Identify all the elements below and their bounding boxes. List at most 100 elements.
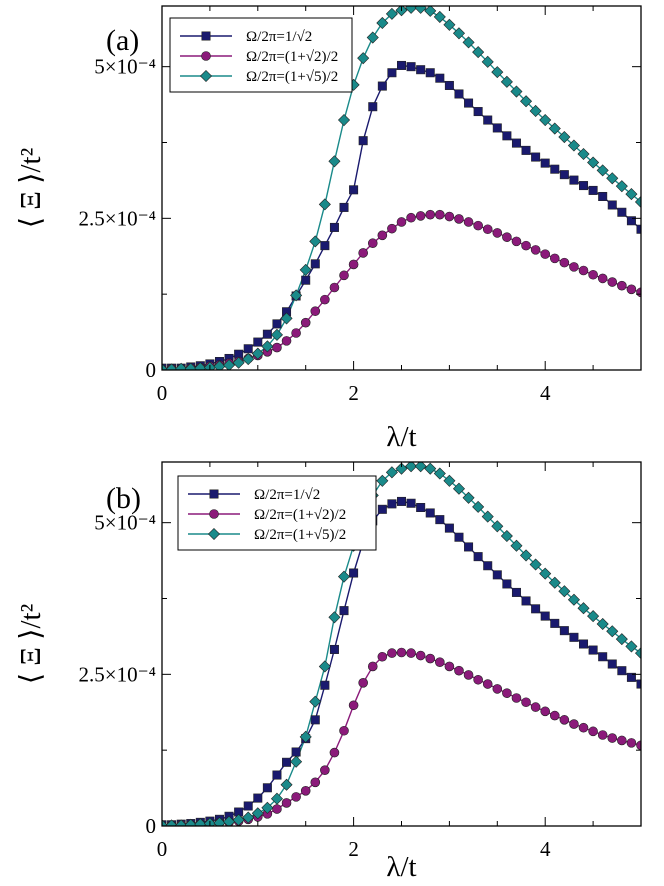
data-point: [162, 363, 169, 370]
data-point: [548, 576, 561, 589]
data-point: [531, 152, 541, 162]
data-point: [309, 235, 322, 248]
data-point: [473, 552, 483, 562]
data-point: [309, 695, 322, 708]
data-point: [184, 362, 197, 370]
legend-label: Ω/2π=(1+√5)/2: [254, 527, 346, 543]
data-point: [251, 807, 264, 820]
data-point: [481, 55, 494, 68]
data-point: [567, 593, 580, 606]
data-point: [472, 500, 485, 513]
legend-label: Ω/2π=(1+√2)/2: [254, 507, 346, 523]
data-point: [387, 223, 397, 234]
data-point: [626, 738, 637, 748]
series-line-2: [162, 213, 641, 370]
data-point: [520, 95, 533, 108]
data-point: [175, 819, 188, 826]
data-point: [615, 633, 628, 646]
data-point: [559, 257, 570, 268]
data-point: [339, 725, 349, 736]
data-point: [473, 220, 483, 231]
data-point: [510, 85, 523, 98]
data-point: [299, 263, 312, 276]
data-point: [320, 765, 330, 775]
data-point: [502, 232, 512, 242]
data-point: [597, 730, 608, 740]
series-markers-3: [162, 6, 641, 370]
data-point: [251, 347, 264, 360]
data-point: [377, 651, 388, 662]
data-point: [261, 801, 274, 814]
data-point: [463, 670, 474, 680]
data-point: [598, 652, 608, 662]
data-point: [194, 818, 207, 826]
data-point: [569, 262, 579, 272]
plot-area: [162, 6, 641, 370]
data-point: [424, 462, 437, 475]
data-point: [339, 202, 349, 212]
data-point: [502, 688, 512, 698]
data-point: [368, 102, 378, 112]
data-point: [291, 328, 301, 338]
data-point: [626, 284, 637, 295]
data-point: [318, 660, 331, 673]
data-point: [261, 340, 274, 353]
data-point: [328, 611, 341, 624]
data-point: [396, 647, 407, 658]
data-point: [636, 740, 641, 751]
data-point: [569, 632, 579, 642]
data-point: [607, 659, 617, 669]
data-point: [482, 224, 493, 235]
data-point: [492, 570, 502, 580]
legend: Ω/2π=1/√2 Ω/2π=(1+√2)/2 Ω/2π=(1+√5)/2: [177, 475, 377, 551]
data-point: [549, 253, 560, 264]
data-point: [634, 195, 641, 208]
data-point: [329, 644, 339, 654]
y-tick-label: 5×10⁻⁴: [94, 511, 156, 535]
data-point: [521, 240, 531, 251]
data-point: [406, 648, 416, 658]
data-point: [162, 819, 169, 826]
data-point: [280, 312, 293, 325]
data-point: [291, 747, 301, 757]
data-point: [358, 136, 368, 146]
x-tick-label: 0: [157, 381, 168, 405]
data-point: [213, 360, 226, 370]
data-point: [540, 706, 551, 717]
data-point: [444, 661, 455, 672]
data-point: [328, 155, 341, 168]
legend-entry-1: Ω/2π=1/√2: [188, 487, 320, 503]
data-point: [559, 626, 569, 636]
data-point: [588, 726, 598, 737]
legend-marker: [207, 527, 221, 541]
data-point: [549, 710, 560, 721]
data-point: [454, 89, 464, 99]
data-point: [454, 665, 464, 676]
legend-entry-3: Ω/2π=(1+√5)/2: [188, 527, 346, 543]
data-point: [596, 617, 609, 631]
data-point: [415, 211, 426, 221]
data-point: [329, 747, 340, 758]
data-point: [559, 170, 569, 180]
legend-box: [169, 17, 353, 93]
data-point: [473, 107, 483, 117]
data-point: [348, 700, 359, 711]
legend-entry-3: Ω/2π=(1+√5)/2: [180, 69, 338, 85]
data-point: [511, 236, 522, 247]
data-point: [587, 610, 600, 623]
data-point: [492, 684, 503, 694]
data-point: [548, 122, 561, 135]
legend-label: Ω/2π=(1+√5)/2: [246, 69, 338, 85]
data-point: [529, 558, 542, 571]
data-point: [579, 639, 589, 649]
data-point: [539, 114, 552, 127]
data-point: [310, 777, 321, 788]
data-point: [425, 508, 435, 518]
data-point: [607, 200, 617, 210]
data-point: [396, 60, 406, 70]
data-point: [280, 778, 293, 791]
data-point: [625, 188, 638, 201]
data-point: [339, 270, 349, 281]
legend-label: Ω/2π=1/√2: [254, 487, 320, 503]
data-point: [414, 6, 427, 14]
